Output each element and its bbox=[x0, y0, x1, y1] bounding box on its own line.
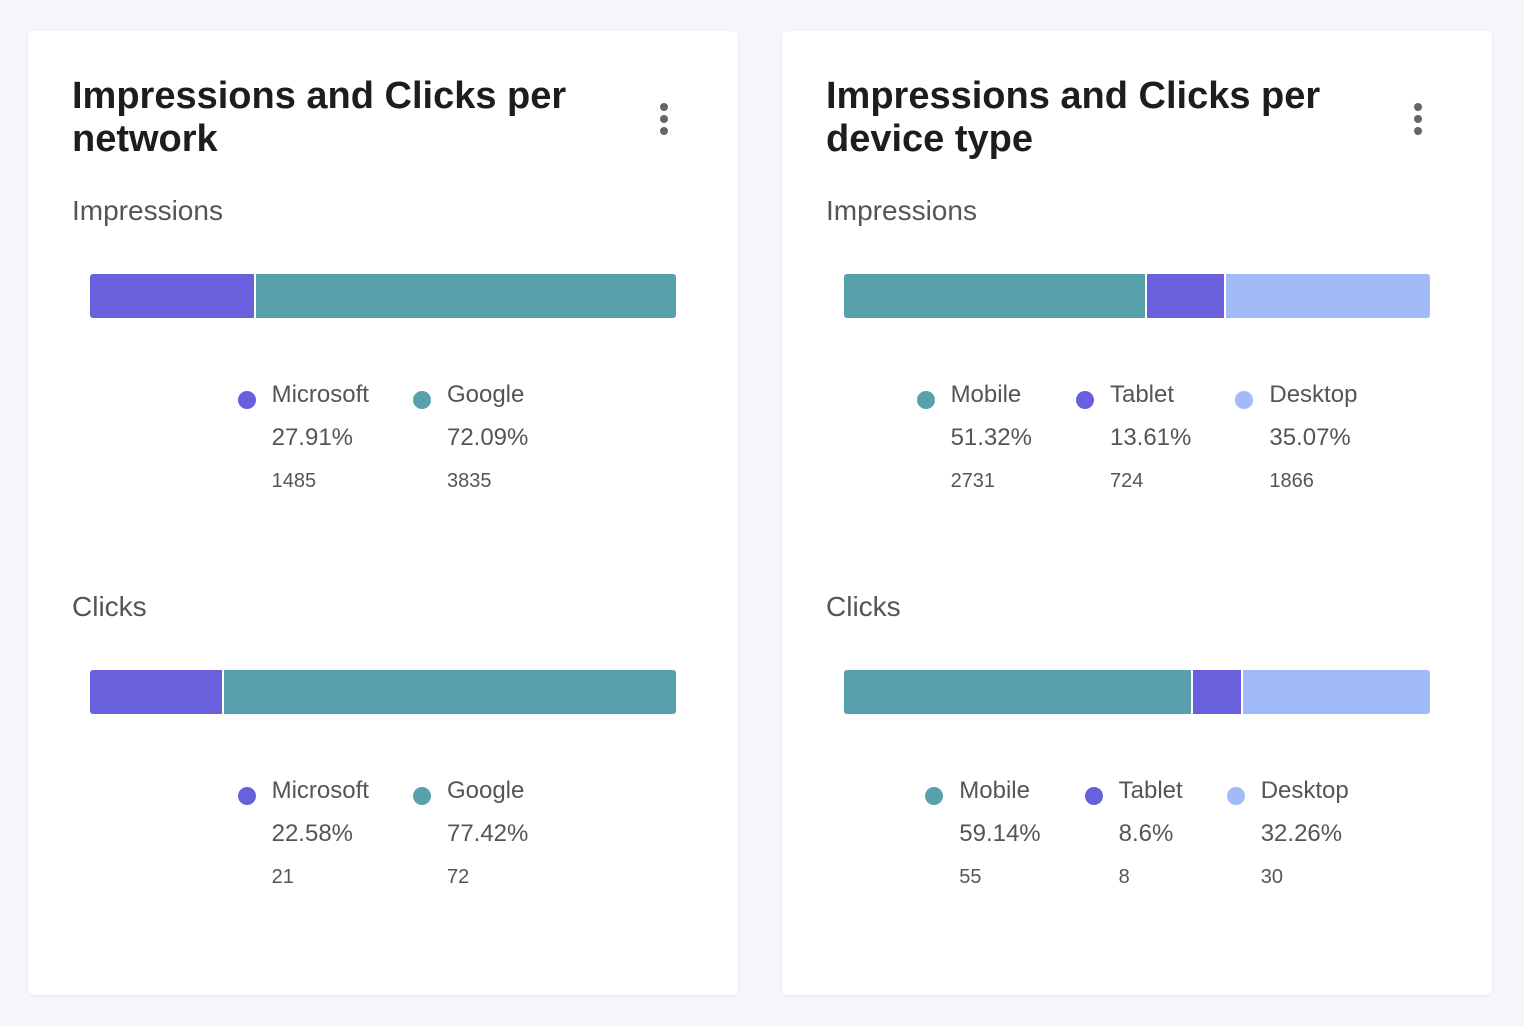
legend-dot-icon bbox=[412, 391, 431, 409]
bar-segment-microsoft[interactable] bbox=[90, 274, 254, 318]
section-label: Clicks bbox=[826, 591, 901, 622]
legend-dot-icon bbox=[237, 787, 256, 805]
legend-item-desktop[interactable]: Desktop 32.26% 30 bbox=[1226, 775, 1349, 890]
legend-item-microsoft[interactable]: Microsoft 27.91% 1485 bbox=[237, 379, 369, 494]
legend-label: Tablet bbox=[1118, 777, 1183, 804]
legend-percent: 27.91% bbox=[271, 424, 354, 451]
bar-segment-desktop[interactable] bbox=[1224, 274, 1430, 318]
legend-dot-icon bbox=[1235, 391, 1254, 409]
legend: Mobile 51.32% 2731 Tablet 13.61% 724 Desktop 35… bbox=[782, 379, 1492, 494]
bar-segment-mobile[interactable] bbox=[844, 274, 1145, 318]
legend-count: 1866 bbox=[1269, 470, 1314, 492]
card-title: Impressions and Clicks per network bbox=[72, 75, 567, 160]
impressions-section: Impressions Mobile 51.32% 2731 Tablet 13.61%… bbox=[782, 191, 1492, 571]
legend-percent: 32.26% bbox=[1260, 820, 1343, 847]
legend-percent: 22.58% bbox=[271, 820, 354, 847]
legend: Microsoft 27.91% 1485 Google 72.09% 3835 bbox=[28, 379, 738, 494]
legend-count: 1485 bbox=[271, 470, 317, 492]
legend-item-google[interactable]: Google 77.42% 72 bbox=[412, 775, 529, 890]
stacked-bar bbox=[90, 274, 676, 318]
legend-item-tablet[interactable]: Tablet 13.61% 724 bbox=[1075, 379, 1192, 494]
legend-label: Mobile bbox=[950, 381, 1022, 408]
section-label: Impressions bbox=[72, 195, 223, 226]
legend-item-tablet[interactable]: Tablet 8.6% 8 bbox=[1084, 775, 1183, 890]
legend-label: Google bbox=[446, 381, 525, 408]
legend-percent: 35.07% bbox=[1269, 424, 1351, 451]
more-vertical-icon[interactable] bbox=[652, 101, 676, 137]
legend-dot-icon bbox=[1226, 787, 1245, 805]
bar-segment-tablet[interactable] bbox=[1190, 670, 1241, 714]
legend-dot-icon bbox=[412, 787, 431, 805]
legend-count: 8 bbox=[1118, 866, 1130, 888]
network-card: Impressions and Clicks per network Impre… bbox=[28, 31, 738, 995]
legend-label: Tablet bbox=[1109, 381, 1175, 408]
bar-segment-desktop[interactable] bbox=[1240, 670, 1430, 714]
stacked-bar bbox=[844, 274, 1430, 318]
legend-percent: 13.61% bbox=[1109, 424, 1192, 451]
legend-dot-icon bbox=[1075, 391, 1094, 409]
legend-count: 724 bbox=[1109, 470, 1144, 492]
impressions-section: Impressions Microsoft 27.91% 1485 Google 72.… bbox=[28, 191, 738, 571]
legend-label: Microsoft bbox=[271, 381, 369, 408]
legend-count: 21 bbox=[271, 866, 294, 888]
card-title: Impressions and Clicks per device type bbox=[826, 75, 1321, 160]
clicks-section: Clicks Mobile 59.14% 55 Tablet 8.6% 8 Desktop 3… bbox=[782, 587, 1492, 967]
legend-count: 72 bbox=[446, 866, 470, 888]
legend: Microsoft 22.58% 21 Google 77.42% 72 bbox=[28, 775, 738, 890]
legend-percent: 8.6% bbox=[1118, 820, 1174, 847]
bar-segment-google[interactable] bbox=[253, 274, 676, 318]
stacked-bar bbox=[90, 670, 676, 714]
legend-percent: 72.09% bbox=[446, 424, 529, 451]
bar-segment-microsoft[interactable] bbox=[90, 670, 223, 714]
legend-count: 30 bbox=[1260, 866, 1283, 888]
legend-item-mobile[interactable]: Mobile 51.32% 2731 bbox=[916, 379, 1032, 494]
section-label: Impressions bbox=[826, 195, 977, 226]
legend-percent: 51.32% bbox=[950, 424, 1032, 451]
legend-percent: 59.14% bbox=[959, 820, 1041, 847]
clicks-section: Clicks Microsoft 22.58% 21 Google 77.42% 72 bbox=[28, 587, 738, 967]
legend-dot-icon bbox=[925, 787, 944, 805]
bar-segment-tablet[interactable] bbox=[1144, 274, 1225, 318]
legend-label: Google bbox=[446, 777, 525, 804]
legend-count: 2731 bbox=[950, 470, 996, 492]
legend-count: 3835 bbox=[446, 470, 492, 492]
legend-item-google[interactable]: Google 72.09% 3835 bbox=[412, 379, 529, 494]
legend-label: Desktop bbox=[1260, 777, 1349, 804]
legend-label: Microsoft bbox=[271, 777, 369, 804]
legend: Mobile 59.14% 55 Tablet 8.6% 8 Desktop 32.26% 30 bbox=[782, 775, 1492, 890]
legend-count: 55 bbox=[959, 866, 982, 888]
legend-dot-icon bbox=[237, 391, 256, 409]
legend-label: Desktop bbox=[1269, 381, 1358, 408]
device-card: Impressions and Clicks per device type I… bbox=[782, 31, 1492, 995]
more-vertical-icon[interactable] bbox=[1406, 101, 1430, 137]
legend-item-mobile[interactable]: Mobile 59.14% 55 bbox=[925, 775, 1041, 890]
legend-percent: 77.42% bbox=[446, 820, 529, 847]
legend-item-microsoft[interactable]: Microsoft 22.58% 21 bbox=[237, 775, 369, 890]
section-label: Clicks bbox=[72, 591, 147, 622]
legend-dot-icon bbox=[916, 391, 935, 409]
legend-dot-icon bbox=[1084, 787, 1103, 805]
legend-item-desktop[interactable]: Desktop 35.07% 1866 bbox=[1235, 379, 1357, 494]
bar-segment-google[interactable] bbox=[222, 670, 676, 714]
legend-label: Mobile bbox=[959, 777, 1030, 804]
bar-segment-mobile[interactable] bbox=[844, 670, 1191, 714]
stacked-bar bbox=[844, 670, 1430, 714]
